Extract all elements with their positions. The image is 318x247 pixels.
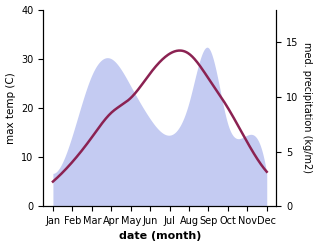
X-axis label: date (month): date (month)	[119, 231, 201, 242]
Y-axis label: med. precipitation (kg/m2): med. precipitation (kg/m2)	[302, 42, 313, 173]
Y-axis label: max temp (C): max temp (C)	[5, 72, 16, 144]
